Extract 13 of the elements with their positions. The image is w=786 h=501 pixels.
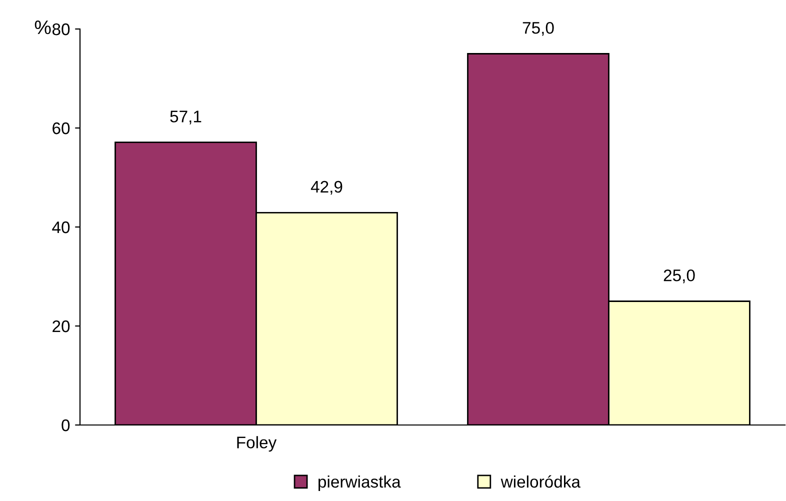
- data-label: 25,0: [664, 269, 695, 284]
- y-tick-label: 80: [52, 23, 70, 36]
- y-axis-title: %: [34, 20, 51, 34]
- y-tick-label: 0: [62, 419, 70, 432]
- y-tick-label: 20: [52, 320, 70, 332]
- x-tick-label: Foley: [237, 436, 277, 452]
- y-tick-label: 40: [52, 221, 70, 234]
- data-label: 57,1: [170, 110, 202, 124]
- legend-label: pierwiastka: [318, 475, 401, 492]
- y-tick-label: 60: [52, 122, 70, 134]
- legend-label: wieloródka: [500, 475, 580, 488]
- data-label: 42,9: [310, 180, 342, 195]
- data-label: 75,0: [522, 22, 554, 36]
